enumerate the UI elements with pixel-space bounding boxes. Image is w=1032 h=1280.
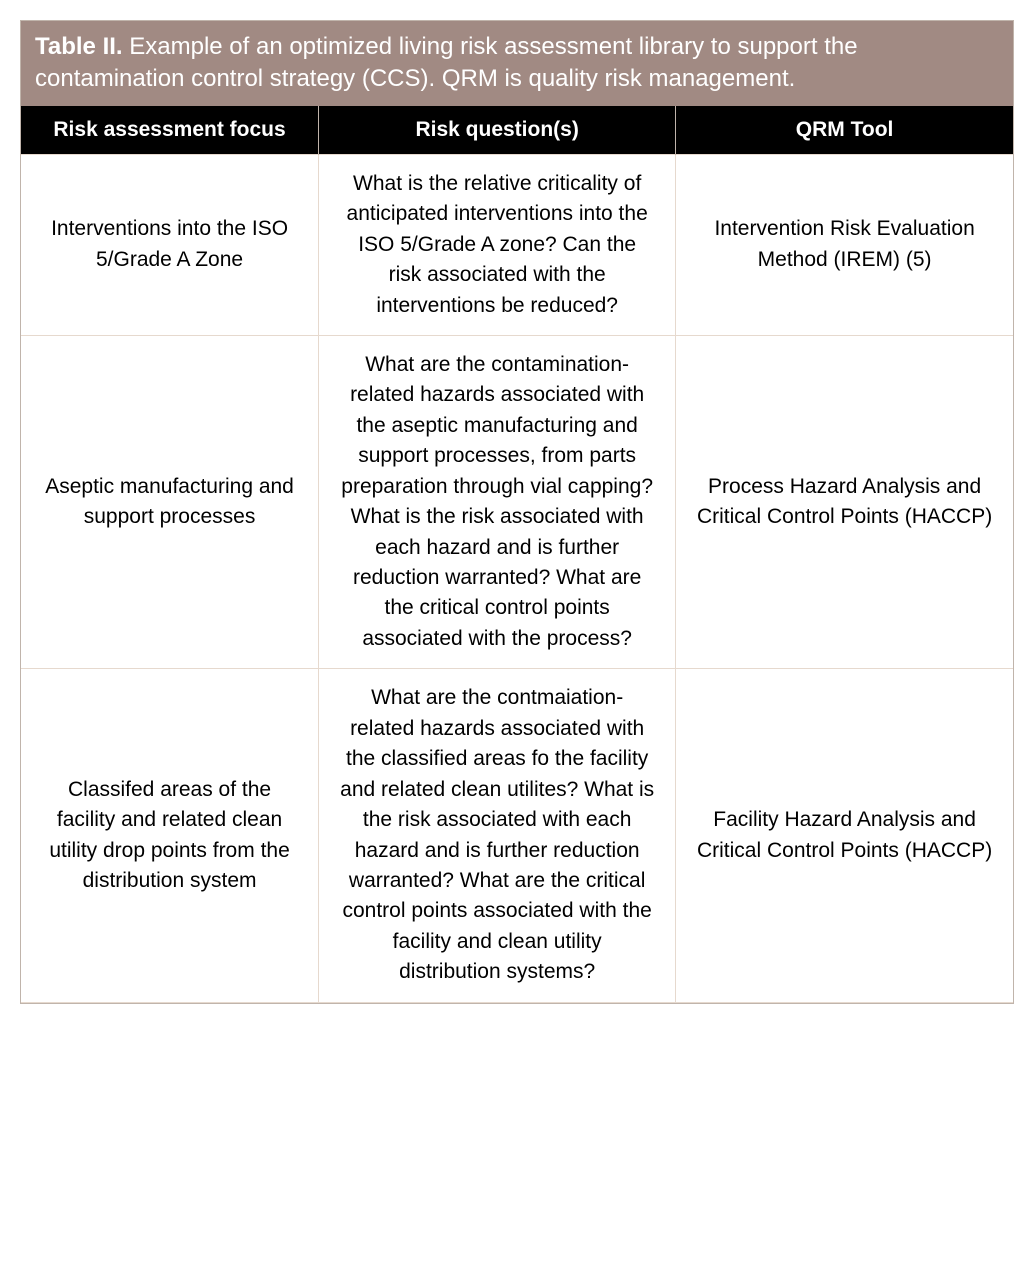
cell-question: What is the relative criticality of anti… [319, 154, 676, 335]
table-caption: Table II. Example of an optimized living… [21, 21, 1013, 106]
cell-focus: Interventions into the ISO 5/Grade A Zon… [21, 154, 319, 335]
cell-focus: Classifed areas of the facility and rela… [21, 669, 319, 1002]
table-header-row: Risk assessment focus Risk question(s) Q… [21, 106, 1013, 155]
cell-tool: Process Hazard Analysis and Critical Con… [676, 335, 1013, 668]
col-header-focus: Risk assessment focus [21, 106, 319, 155]
cell-focus: Aseptic manufacturing and support proces… [21, 335, 319, 668]
table-row: Classifed areas of the facility and rela… [21, 669, 1013, 1002]
table-row: Interventions into the ISO 5/Grade A Zon… [21, 154, 1013, 335]
col-header-question: Risk question(s) [319, 106, 676, 155]
risk-assessment-table: Risk assessment focus Risk question(s) Q… [21, 106, 1013, 1003]
cell-question: What are the contamination-related hazar… [319, 335, 676, 668]
cell-tool: Intervention Risk Evaluation Method (IRE… [676, 154, 1013, 335]
col-header-tool: QRM Tool [676, 106, 1013, 155]
table-container: Table II. Example of an optimized living… [20, 20, 1014, 1004]
table-row: Aseptic manufacturing and support proces… [21, 335, 1013, 668]
cell-tool: Facility Hazard Analysis and Critical Co… [676, 669, 1013, 1002]
caption-text: Example of an optimized living risk asse… [35, 33, 858, 92]
cell-question: What are the contmaiation-related hazard… [319, 669, 676, 1002]
caption-label: Table II. [35, 33, 123, 60]
